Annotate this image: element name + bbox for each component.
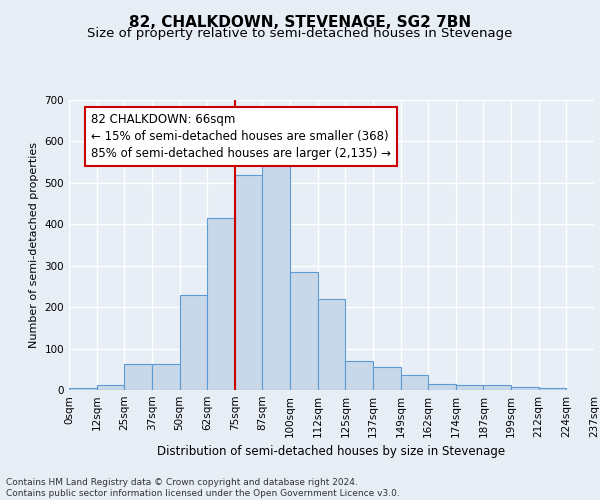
Bar (456, 385, 484, 390)
Bar (346, 361, 373, 390)
Bar (179, 294, 207, 390)
Bar (97, 385, 124, 390)
Bar (401, 374, 428, 390)
Text: Contains HM Land Registry data © Crown copyright and database right 2024.
Contai: Contains HM Land Registry data © Crown c… (6, 478, 400, 498)
X-axis label: Distribution of semi-detached houses by size in Stevenage: Distribution of semi-detached houses by … (157, 446, 506, 458)
Bar (484, 385, 511, 390)
Bar (290, 272, 317, 390)
Bar (207, 218, 235, 390)
Bar (69, 388, 97, 390)
Text: 82, CHALKDOWN, STEVENAGE, SG2 7BN: 82, CHALKDOWN, STEVENAGE, SG2 7BN (129, 15, 471, 30)
Bar (262, 156, 290, 390)
Bar (511, 386, 539, 390)
Text: Size of property relative to semi-detached houses in Stevenage: Size of property relative to semi-detach… (88, 28, 512, 40)
Bar (428, 384, 456, 390)
Bar (539, 388, 566, 390)
Bar (235, 174, 262, 390)
Y-axis label: Number of semi-detached properties: Number of semi-detached properties (29, 142, 39, 348)
Bar (373, 367, 401, 390)
Text: 82 CHALKDOWN: 66sqm
← 15% of semi-detached houses are smaller (368)
85% of semi-: 82 CHALKDOWN: 66sqm ← 15% of semi-detach… (91, 114, 391, 160)
Bar (124, 364, 152, 390)
Bar (152, 364, 179, 390)
Bar (317, 299, 346, 390)
